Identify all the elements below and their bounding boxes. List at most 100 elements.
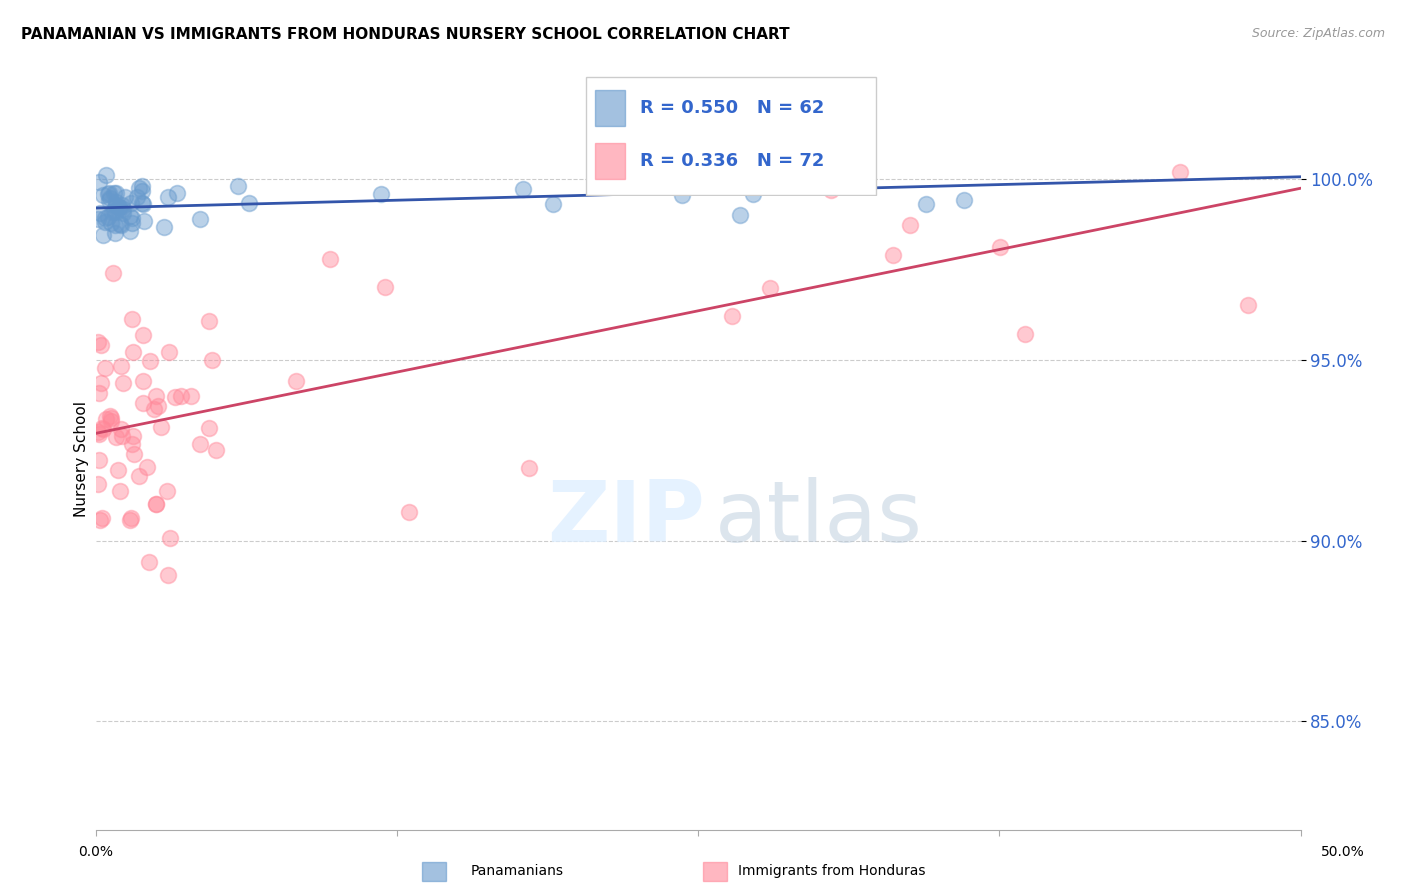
Point — [166, 186, 188, 200]
Point — [120, 195, 142, 210]
Point — [238, 196, 260, 211]
Point — [121, 312, 143, 326]
Point — [111, 376, 134, 390]
Point — [89, 386, 111, 401]
Point — [90, 338, 112, 352]
Point — [157, 190, 180, 204]
Point — [118, 224, 141, 238]
Point — [128, 181, 150, 195]
Point — [697, 167, 720, 181]
Point — [110, 218, 132, 232]
Point — [519, 461, 541, 475]
Point — [370, 187, 392, 202]
Point — [803, 177, 825, 191]
Point — [131, 179, 153, 194]
FancyBboxPatch shape — [586, 77, 876, 195]
Point — [89, 513, 111, 527]
Point — [820, 183, 842, 197]
Point — [720, 309, 742, 323]
Text: 50.0%: 50.0% — [1320, 845, 1365, 859]
Point — [100, 410, 122, 425]
Point — [111, 198, 134, 212]
Point — [103, 266, 125, 280]
Point — [205, 443, 228, 458]
Point — [914, 196, 936, 211]
Point — [97, 187, 120, 202]
Point — [114, 190, 136, 204]
Point — [145, 389, 167, 403]
Point — [319, 252, 342, 267]
Point — [145, 497, 167, 511]
Point — [122, 447, 145, 461]
Point — [742, 187, 765, 202]
Point — [759, 281, 782, 295]
Point — [90, 511, 112, 525]
Point — [108, 200, 131, 214]
Point — [120, 513, 142, 527]
Point — [122, 345, 145, 359]
Point — [121, 216, 143, 230]
Point — [374, 280, 396, 294]
Point — [110, 359, 132, 374]
Point — [104, 218, 127, 232]
Point — [952, 193, 974, 207]
Point — [156, 483, 179, 498]
Point — [898, 218, 921, 232]
Point — [988, 240, 1011, 254]
Point — [128, 468, 150, 483]
Point — [105, 199, 128, 213]
Point — [793, 155, 815, 169]
Point — [87, 425, 110, 439]
Point — [159, 532, 181, 546]
Point — [132, 374, 155, 388]
Point — [121, 436, 143, 450]
Point — [121, 429, 143, 443]
Text: atlas: atlas — [714, 477, 922, 560]
Text: Source: ZipAtlas.com: Source: ZipAtlas.com — [1251, 27, 1385, 40]
Point — [512, 182, 534, 196]
Point — [98, 193, 121, 207]
Point — [127, 190, 149, 204]
Text: ZIP: ZIP — [547, 477, 704, 560]
Point — [101, 205, 124, 219]
Point — [94, 215, 117, 229]
Point — [87, 211, 110, 226]
Point — [132, 214, 155, 228]
Text: Panamanians: Panamanians — [471, 864, 564, 879]
Point — [94, 211, 117, 225]
Point — [118, 209, 141, 223]
Point — [89, 453, 111, 467]
Point — [104, 205, 127, 219]
Point — [104, 198, 127, 212]
Point — [139, 353, 162, 368]
Point — [111, 205, 134, 219]
Point — [91, 188, 114, 202]
Point — [98, 409, 121, 423]
Point — [105, 430, 128, 444]
Point — [728, 208, 751, 222]
Point — [104, 226, 127, 240]
Point — [94, 168, 117, 182]
Point — [112, 202, 135, 216]
Text: R = 0.550   N = 62: R = 0.550 N = 62 — [640, 99, 824, 118]
Y-axis label: Nursery School: Nursery School — [73, 401, 89, 517]
Point — [91, 421, 114, 435]
Point — [108, 483, 131, 498]
Point — [180, 389, 202, 403]
Point — [789, 136, 811, 151]
Point — [100, 414, 122, 428]
Point — [104, 186, 127, 201]
Point — [671, 188, 693, 202]
Point — [599, 173, 621, 187]
Point — [89, 427, 111, 442]
Point — [145, 497, 167, 511]
Point — [97, 211, 120, 225]
Point — [132, 395, 155, 409]
Text: PANAMANIAN VS IMMIGRANTS FROM HONDURAS NURSERY SCHOOL CORRELATION CHART: PANAMANIAN VS IMMIGRANTS FROM HONDURAS N… — [21, 27, 790, 42]
Point — [153, 219, 176, 234]
FancyBboxPatch shape — [595, 144, 624, 179]
Point — [228, 179, 250, 194]
Point — [93, 422, 115, 436]
Point — [201, 353, 224, 368]
Text: Immigrants from Honduras: Immigrants from Honduras — [738, 864, 925, 879]
